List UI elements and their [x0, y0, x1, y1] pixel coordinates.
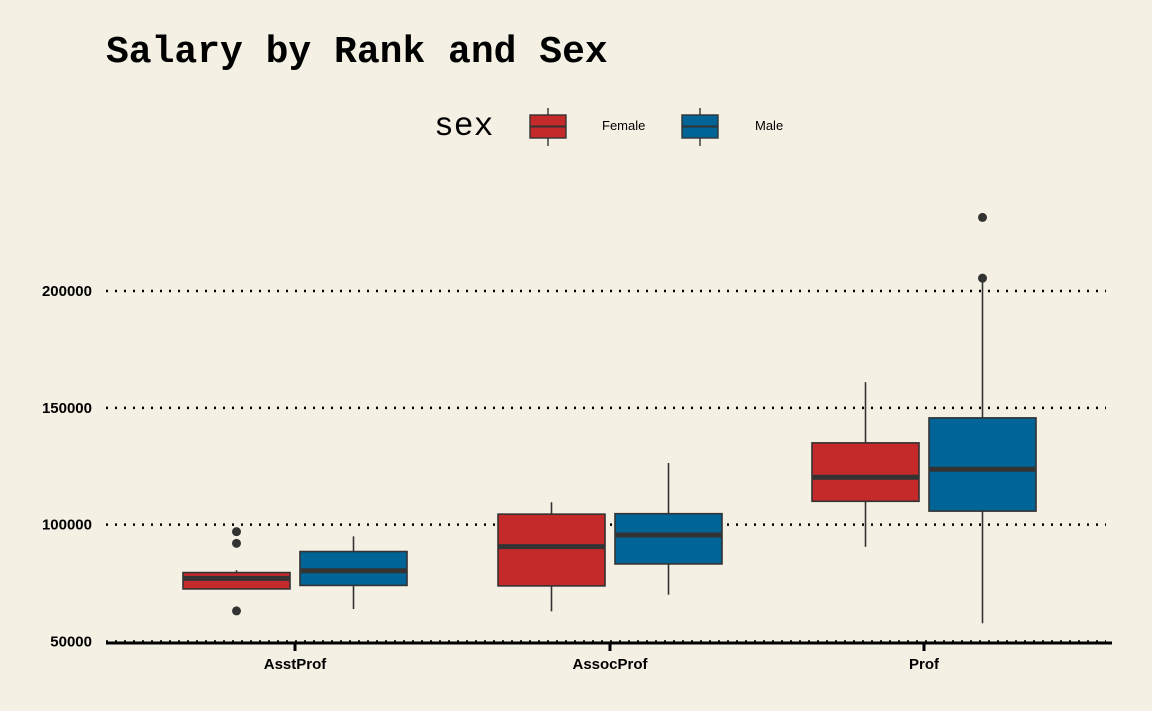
outlier-point	[978, 273, 987, 283]
outlier-point	[978, 212, 987, 222]
legend-key-male	[681, 108, 719, 146]
outlier-point	[232, 538, 241, 548]
x-tick-label: AssocProf	[572, 656, 648, 673]
x-tick-label: AsstProf	[264, 656, 328, 673]
x-axis: AsstProf AssocProf Prof	[106, 641, 1112, 673]
legend-label-male: Male	[755, 118, 784, 133]
legend-title: sex	[434, 108, 494, 145]
box-iqr	[928, 417, 1037, 512]
outlier-point	[232, 527, 241, 537]
y-tick-label: 50000	[50, 634, 92, 651]
y-tick-label: 100000	[42, 517, 92, 534]
y-axis: 50000 100000 150000 200000	[42, 283, 92, 651]
box-female-asstprof	[182, 527, 291, 616]
box-female-prof	[811, 382, 920, 547]
boxes	[182, 212, 1037, 624]
box-iqr	[614, 512, 723, 565]
chart-title: Salary by Rank and Sex	[106, 31, 608, 74]
box-male-asstprof	[299, 536, 408, 610]
box-iqr	[811, 442, 920, 503]
outlier-point	[232, 606, 241, 616]
box-iqr	[497, 513, 606, 587]
box-female-assocprof	[497, 502, 606, 612]
y-tick-label: 150000	[42, 400, 92, 417]
legend-label-female: Female	[602, 118, 646, 133]
x-tick-label: Prof	[909, 656, 940, 673]
box-male-assocprof	[614, 462, 723, 595]
legend-keys	[529, 108, 719, 146]
legend-key-female	[529, 108, 567, 146]
box-male-prof	[928, 212, 1037, 624]
y-tick-label: 200000	[42, 283, 92, 300]
